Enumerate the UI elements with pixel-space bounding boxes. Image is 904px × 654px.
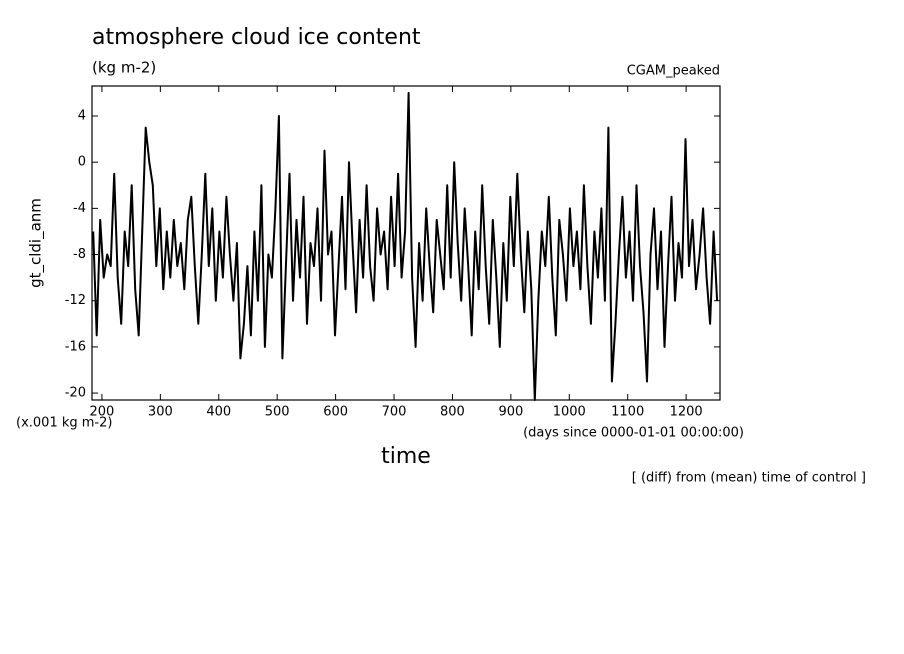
y-units: (x.001 kg m-2) — [16, 416, 112, 431]
y-tick-label: -12 — [65, 293, 86, 308]
x-tick-label: 500 — [265, 405, 290, 420]
y-tick-label: -20 — [65, 386, 86, 401]
plot-frame — [91, 85, 721, 401]
x-tick-label: 1200 — [670, 405, 703, 420]
x-tick-label: 600 — [323, 405, 348, 420]
x-tick-label: 300 — [148, 405, 173, 420]
y-tick-label: -16 — [65, 339, 86, 354]
x-tick-label: 400 — [206, 405, 231, 420]
data-line — [92, 91, 719, 401]
chart-title: atmosphere cloud ice content — [92, 25, 421, 50]
footnote: [ (diff) from (mean) time of control ] — [632, 471, 866, 486]
y-tick-label: -8 — [73, 247, 86, 262]
x-tick-label: 1100 — [611, 405, 644, 420]
annotation: CGAM_peaked — [627, 64, 720, 79]
x-tick-label: 1000 — [553, 405, 586, 420]
x-tick-label: 900 — [498, 405, 523, 420]
y-axis-label: gt_cldi_anm — [27, 198, 46, 288]
x-tick-label: 800 — [440, 405, 465, 420]
x-tick-label: 700 — [382, 405, 407, 420]
x-axis-label: time — [381, 444, 431, 469]
y-tick-label: 0 — [78, 155, 86, 170]
x-units: (days since 0000-01-01 00:00:00) — [523, 426, 744, 441]
y-tick-label: 4 — [78, 109, 86, 124]
x-tick-label: 200 — [90, 405, 115, 420]
y-tick-label: -4 — [73, 201, 86, 216]
subtitle: (kg m-2) — [92, 59, 156, 77]
